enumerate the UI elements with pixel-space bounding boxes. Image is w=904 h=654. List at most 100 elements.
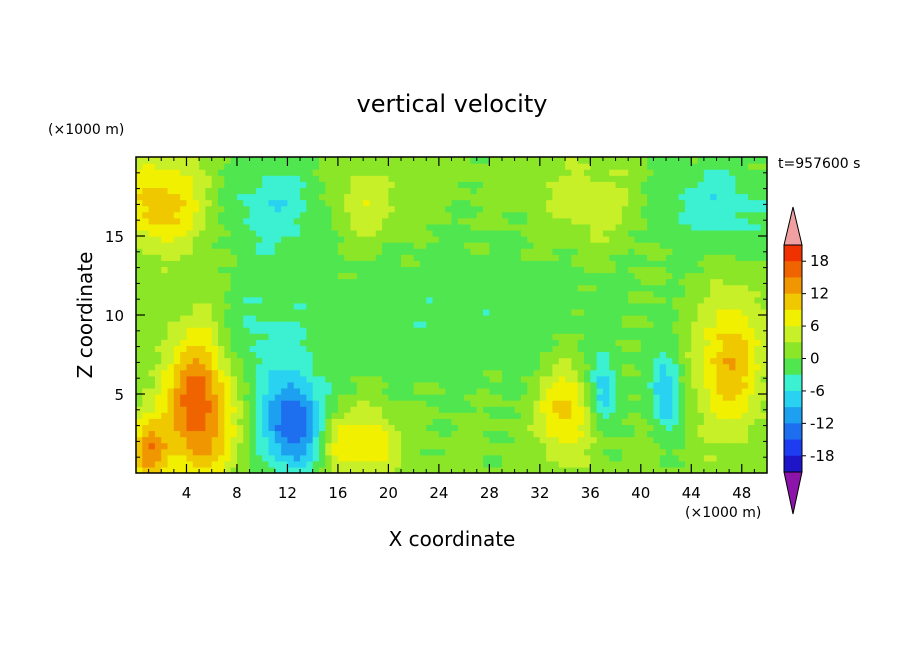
field-cell bbox=[640, 242, 648, 249]
field-cell bbox=[142, 296, 150, 304]
field-cell bbox=[722, 436, 730, 444]
field-cell bbox=[483, 375, 490, 383]
field-cell bbox=[419, 406, 427, 413]
field-cell bbox=[527, 454, 535, 462]
field-cell bbox=[527, 387, 535, 395]
field-cell bbox=[571, 193, 579, 201]
field-cell bbox=[647, 169, 655, 176]
field-cell bbox=[205, 163, 213, 170]
field-cell bbox=[615, 442, 623, 450]
field-cell bbox=[520, 436, 528, 444]
field-cell bbox=[243, 442, 251, 450]
field-cell bbox=[653, 169, 661, 176]
field-cell bbox=[173, 327, 181, 334]
field-cell bbox=[388, 381, 396, 389]
field-cell bbox=[318, 327, 326, 334]
field-cell bbox=[508, 229, 516, 237]
field-cell bbox=[136, 387, 143, 395]
field-cell bbox=[684, 327, 692, 334]
field-cell bbox=[546, 229, 554, 237]
field-cell bbox=[432, 315, 440, 322]
field-cell bbox=[552, 406, 560, 413]
field-cell bbox=[508, 381, 516, 389]
field-cell bbox=[407, 266, 415, 274]
field-cell bbox=[382, 351, 389, 359]
field-cell bbox=[199, 272, 207, 280]
field-cell bbox=[571, 254, 579, 261]
field-cell bbox=[716, 345, 724, 353]
field-cell bbox=[722, 278, 730, 286]
field-cell bbox=[318, 351, 326, 359]
field-cell bbox=[584, 418, 591, 425]
field-cell bbox=[186, 345, 194, 353]
field-cell bbox=[697, 211, 705, 219]
field-cell bbox=[565, 266, 572, 274]
field-cell bbox=[167, 448, 175, 456]
field-cell bbox=[180, 394, 188, 401]
field-cell bbox=[432, 187, 440, 195]
field-cell bbox=[634, 181, 642, 188]
field-cell bbox=[729, 418, 737, 425]
field-cell bbox=[571, 296, 579, 304]
field-cell bbox=[375, 187, 383, 195]
field-cell bbox=[476, 211, 484, 219]
field-cell bbox=[539, 418, 547, 425]
field-cell bbox=[501, 400, 509, 407]
field-cell bbox=[520, 217, 528, 225]
field-cell bbox=[703, 339, 711, 346]
field-cell bbox=[167, 381, 175, 389]
field-cell bbox=[401, 369, 408, 377]
field-cell bbox=[483, 430, 490, 438]
field-cell bbox=[243, 406, 251, 413]
field-cell bbox=[647, 381, 655, 389]
field-cell bbox=[653, 284, 661, 292]
field-cell bbox=[470, 260, 478, 267]
field-cell bbox=[483, 448, 490, 456]
field-cell bbox=[293, 436, 301, 444]
field-cell bbox=[205, 175, 213, 182]
field-cell bbox=[539, 430, 547, 438]
field-cell bbox=[666, 412, 673, 419]
field-cell bbox=[457, 308, 465, 316]
field-cell bbox=[602, 193, 610, 201]
field-cell bbox=[653, 357, 661, 365]
field-cell bbox=[647, 448, 655, 456]
field-cell bbox=[659, 394, 667, 401]
field-cell bbox=[501, 217, 509, 225]
field-cell bbox=[154, 381, 162, 389]
field-cell bbox=[142, 290, 150, 298]
field-cell bbox=[546, 369, 554, 377]
field-cell bbox=[457, 278, 465, 286]
field-cell bbox=[552, 217, 560, 225]
field-cell bbox=[262, 248, 270, 255]
field-cell bbox=[211, 163, 219, 170]
field-cell bbox=[716, 394, 724, 401]
field-cell bbox=[142, 412, 150, 419]
field-cell bbox=[520, 169, 528, 176]
field-cell bbox=[445, 430, 453, 438]
field-cell bbox=[483, 278, 490, 286]
field-cell bbox=[426, 418, 434, 425]
field-cell bbox=[413, 412, 421, 419]
field-cell bbox=[438, 339, 446, 346]
field-cell bbox=[401, 205, 408, 213]
field-cell bbox=[514, 260, 522, 267]
field-cell bbox=[501, 308, 509, 316]
field-cell bbox=[199, 369, 207, 377]
field-cell bbox=[148, 193, 156, 201]
field-cell bbox=[602, 418, 610, 425]
field-cell bbox=[558, 181, 566, 188]
field-cell bbox=[350, 187, 358, 195]
field-cell bbox=[218, 412, 225, 419]
field-cell bbox=[331, 351, 339, 359]
field-cell bbox=[666, 284, 673, 292]
field-cell bbox=[691, 302, 699, 310]
field-cell bbox=[243, 387, 251, 395]
field-cell bbox=[735, 448, 743, 456]
field-cell bbox=[394, 296, 402, 304]
field-cell bbox=[432, 272, 440, 280]
field-cell bbox=[457, 430, 465, 438]
field-cell bbox=[628, 454, 636, 462]
field-cell bbox=[300, 394, 307, 401]
field-cell bbox=[388, 430, 396, 438]
